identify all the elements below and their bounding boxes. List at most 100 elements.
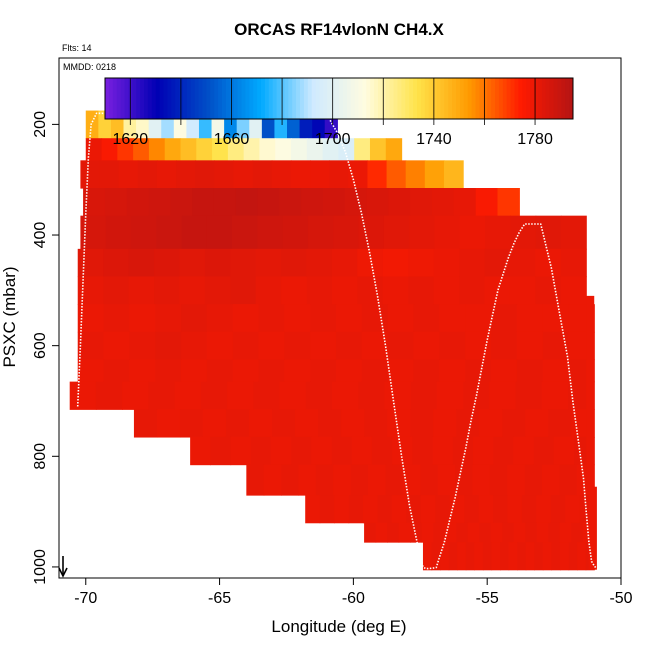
heatmap-cell — [334, 495, 350, 524]
heatmap-cell — [473, 436, 494, 466]
colorbar-segment — [491, 78, 496, 119]
heatmap-cell — [227, 138, 245, 161]
colorbar-segment — [237, 78, 242, 119]
heatmap-cell — [128, 248, 155, 278]
heatmap-cell — [449, 495, 465, 524]
heatmap-cell — [436, 381, 464, 410]
heatmap-cell — [361, 331, 389, 361]
heatmap-cell — [553, 436, 575, 466]
heatmap-cell — [384, 381, 412, 410]
heatmap-cell — [284, 304, 311, 333]
colorbar-segment — [155, 78, 161, 119]
heatmap-cell — [516, 304, 544, 333]
heatmap-cell — [331, 248, 358, 278]
heatmap-cell — [155, 304, 182, 333]
x-tick-label: -65 — [208, 590, 231, 607]
heatmap-cell — [129, 304, 156, 333]
y-tick-label: 1000 — [32, 549, 49, 585]
colorbar-segment — [452, 78, 457, 119]
heatmap-cell — [156, 215, 183, 250]
colorbar-segment — [366, 78, 371, 119]
x-axis-label: Longitude (deg E) — [271, 617, 406, 636]
heatmap-cell — [117, 138, 134, 161]
heatmap-cell — [385, 138, 403, 161]
colorbar-segment — [276, 78, 281, 119]
heatmap-cell — [491, 542, 501, 571]
heatmap-cell — [525, 409, 549, 438]
heatmap-cell — [448, 542, 458, 571]
heatmap-cell — [513, 522, 526, 543]
heatmap-cell — [156, 409, 181, 438]
heatmap-cell — [128, 276, 155, 305]
heatmap-cell — [490, 331, 518, 361]
heatmap-cell — [310, 359, 337, 383]
heatmap-cell — [206, 331, 234, 361]
heatmap-cell — [542, 464, 561, 496]
heatmap-cell — [333, 215, 360, 250]
heatmap-cell — [560, 248, 587, 278]
heatmap-cell — [402, 464, 421, 496]
heatmap-cell — [331, 381, 359, 410]
heatmap-cell — [257, 215, 284, 250]
heatmap-cells — [69, 110, 595, 571]
heatmap-cell — [457, 542, 467, 571]
bottom-left-arrow-icon — [58, 556, 68, 578]
arrow-head — [58, 567, 68, 578]
heatmap-cell — [369, 138, 387, 161]
flights-note: Flts: 14 — [62, 43, 92, 53]
heatmap-cell — [508, 542, 518, 571]
heatmap-cell — [85, 138, 103, 161]
heatmap-cell — [255, 248, 282, 278]
heatmap-cell — [232, 215, 259, 250]
heatmap-cell — [83, 188, 106, 217]
heatmap-cell — [301, 188, 324, 217]
heatmap-cell — [459, 215, 486, 250]
heatmap-cell — [413, 359, 440, 383]
heatmap-cell — [103, 359, 130, 383]
colorbar-segment — [409, 78, 414, 119]
heatmap-cell — [433, 276, 460, 305]
colorbar-segment — [241, 78, 246, 119]
heatmap-cell — [464, 495, 480, 524]
heatmap-cell — [421, 522, 434, 543]
x-tick-label: -50 — [609, 590, 632, 607]
colorbar-segment — [175, 78, 180, 119]
colorbar-segment — [436, 78, 441, 119]
heatmap-cell — [433, 522, 446, 543]
heatmap-cell — [202, 409, 227, 438]
heatmap-cell — [536, 522, 549, 543]
x-tick-label: -55 — [476, 590, 499, 607]
heatmap-cell — [69, 381, 97, 410]
colorbar-segment — [140, 78, 145, 119]
heatmap-cell — [493, 495, 509, 524]
heatmap-cell — [310, 331, 337, 361]
heatmap-cell — [357, 276, 384, 305]
heatmap-cell — [329, 160, 349, 189]
heatmap-cell — [350, 464, 369, 496]
colorbar-segment — [350, 78, 356, 119]
colorbar-segment — [537, 78, 543, 119]
heatmap-cell — [315, 464, 334, 496]
heatmap-cell — [521, 495, 538, 524]
heatmap-cell — [291, 138, 308, 161]
heatmap-cell — [437, 464, 456, 496]
heatmap-cell — [148, 138, 166, 161]
colorbar-segment — [506, 78, 512, 119]
heatmap-cell — [331, 276, 358, 305]
heatmap-cell — [170, 188, 193, 217]
heatmap-cell — [500, 542, 510, 571]
heatmap-cell — [507, 495, 523, 524]
heatmap-cell — [433, 409, 457, 438]
heatmap-cell — [230, 436, 252, 466]
heatmap-cell — [348, 495, 364, 524]
heatmap-cell — [493, 436, 515, 466]
heatmap-cell — [405, 160, 426, 189]
heatmap-cell — [571, 522, 584, 543]
y-tick-label: 200 — [32, 111, 49, 138]
heatmap-cell — [255, 276, 282, 305]
heatmap-cell — [455, 464, 474, 496]
heatmap-cell — [348, 160, 369, 189]
x-axis: -70 -65 -60 -55 -50 — [74, 578, 633, 607]
heatmap-cell — [305, 381, 333, 410]
colorbar-segment — [553, 78, 558, 119]
